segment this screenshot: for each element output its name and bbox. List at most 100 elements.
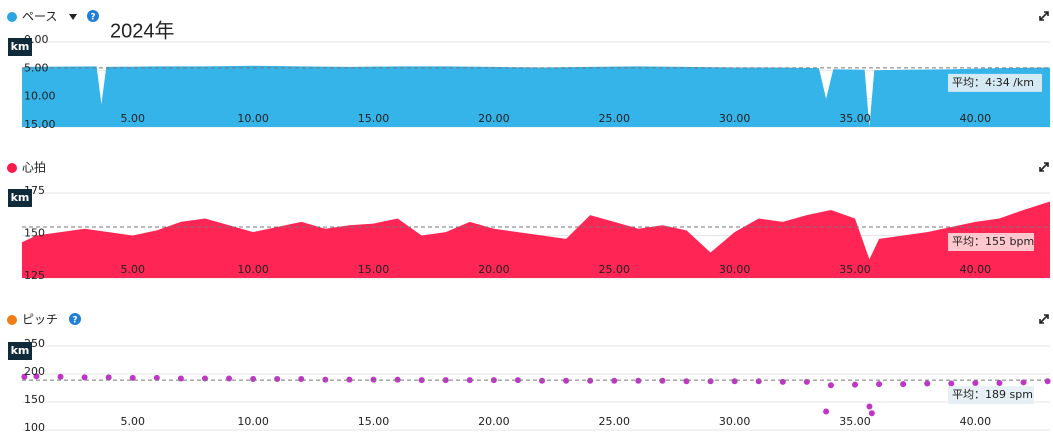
x-tick-label: 15.00 bbox=[358, 263, 390, 276]
x-tick-label: 25.00 bbox=[598, 112, 630, 125]
x-tick-label: 20.00 bbox=[478, 112, 510, 125]
chart-title: ピッチ bbox=[22, 313, 58, 327]
y-tick-label: 150 bbox=[24, 393, 45, 406]
help-text: ? bbox=[90, 13, 95, 23]
point bbox=[298, 376, 305, 383]
year-label: 2024年 bbox=[110, 19, 175, 42]
x-tick-label: 20.00 bbox=[478, 263, 510, 276]
help-icon bbox=[87, 10, 99, 22]
y-tick-label: 100 bbox=[24, 421, 45, 434]
point bbox=[539, 377, 546, 384]
point bbox=[514, 377, 521, 384]
average-label: 平均：155 bpm bbox=[952, 235, 1034, 248]
point bbox=[659, 377, 666, 384]
y-tick-label: 200 bbox=[24, 365, 45, 378]
point bbox=[370, 376, 377, 383]
point bbox=[827, 382, 834, 389]
point bbox=[876, 381, 883, 388]
point bbox=[611, 377, 618, 384]
expand-icon bbox=[1039, 162, 1049, 172]
legend-dot bbox=[7, 315, 17, 325]
x-tick-label: 5.00 bbox=[120, 415, 145, 428]
average-box bbox=[948, 73, 1042, 92]
expand-icon bbox=[1039, 314, 1049, 324]
x-tick-label: 15.00 bbox=[358, 112, 390, 125]
x-tick-label: 5.00 bbox=[120, 112, 145, 125]
point bbox=[81, 374, 88, 381]
x-tick-label: 30.00 bbox=[719, 112, 751, 125]
point bbox=[346, 376, 353, 383]
point bbox=[250, 376, 257, 383]
x-tick-label: 10.00 bbox=[237, 263, 269, 276]
point bbox=[57, 373, 64, 380]
point bbox=[755, 378, 762, 385]
x-tick-label: 25.00 bbox=[598, 263, 630, 276]
y-tick-label: 10.00 bbox=[24, 90, 56, 103]
legend-dot bbox=[7, 163, 17, 173]
average-label: 平均：189 spm bbox=[952, 388, 1033, 401]
dropdown-arrow bbox=[69, 14, 77, 20]
point bbox=[635, 377, 642, 384]
point bbox=[948, 380, 955, 387]
chart-title: ペース bbox=[22, 10, 57, 24]
x-tick-label: 25.00 bbox=[598, 415, 630, 428]
point bbox=[823, 408, 830, 415]
average-label: 平均：4:34 /km bbox=[952, 76, 1034, 89]
x-tick-label: 35.00 bbox=[839, 415, 871, 428]
point bbox=[587, 377, 594, 384]
x-tick-label: 35.00 bbox=[839, 112, 871, 125]
point bbox=[868, 410, 875, 417]
point bbox=[731, 378, 738, 385]
point bbox=[1044, 378, 1051, 385]
unit-label: km bbox=[11, 344, 30, 357]
y-tick-label: 5.00 bbox=[24, 61, 49, 74]
unit-box bbox=[8, 38, 32, 56]
point bbox=[1020, 379, 1027, 386]
point bbox=[274, 376, 281, 383]
point bbox=[322, 376, 329, 383]
legend-dot bbox=[7, 12, 17, 22]
average-box bbox=[948, 386, 1034, 405]
point bbox=[851, 381, 858, 388]
point bbox=[707, 378, 714, 385]
point bbox=[900, 381, 907, 388]
area bbox=[22, 65, 1050, 127]
chart-title: 心拍 bbox=[22, 160, 46, 175]
point bbox=[33, 373, 40, 380]
point bbox=[153, 374, 160, 381]
point bbox=[924, 380, 931, 387]
point bbox=[394, 376, 401, 383]
unit-label: km bbox=[11, 191, 30, 204]
x-tick-label: 20.00 bbox=[478, 415, 510, 428]
point bbox=[21, 373, 28, 380]
point bbox=[683, 378, 690, 385]
point bbox=[972, 379, 979, 386]
x-tick-label: 10.00 bbox=[237, 415, 269, 428]
point bbox=[129, 374, 136, 381]
average-box bbox=[948, 233, 1034, 251]
unit-box bbox=[8, 342, 32, 360]
y-tick-label: 125 bbox=[24, 269, 45, 282]
y-tick-label: 15.00 bbox=[24, 118, 56, 131]
help-text: ? bbox=[72, 316, 77, 326]
expand-icon bbox=[1039, 11, 1049, 21]
x-tick-label: 30.00 bbox=[719, 263, 751, 276]
help-icon bbox=[69, 313, 81, 325]
x-tick-label: 35.00 bbox=[839, 263, 871, 276]
x-tick-label: 30.00 bbox=[719, 415, 751, 428]
x-tick-label: 40.00 bbox=[960, 415, 992, 428]
point bbox=[866, 403, 873, 410]
point bbox=[466, 377, 473, 384]
x-tick-label: 40.00 bbox=[960, 263, 992, 276]
area bbox=[22, 201, 1050, 278]
point bbox=[996, 379, 1003, 386]
x-tick-label: 5.00 bbox=[120, 263, 145, 276]
x-tick-label: 15.00 bbox=[358, 415, 390, 428]
point bbox=[563, 377, 570, 384]
unit-box bbox=[8, 189, 32, 207]
unit-label: km bbox=[11, 40, 30, 53]
point bbox=[105, 374, 112, 381]
x-tick-label: 10.00 bbox=[237, 112, 269, 125]
y-tick-label: 150 bbox=[24, 227, 45, 240]
